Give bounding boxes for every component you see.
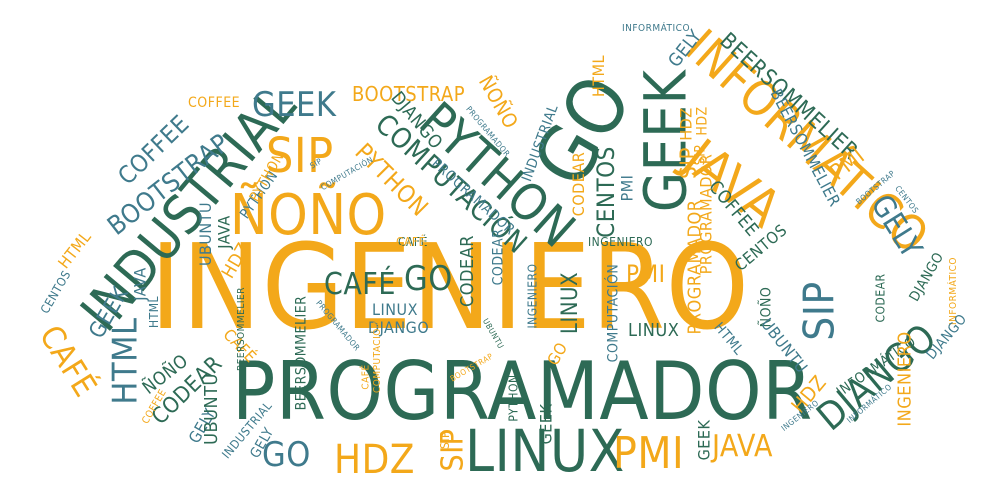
word-geek-big: GEEK [631,69,700,213]
word-sip-small2: SIP [438,430,453,450]
word-codear-small: CODEAR [569,151,589,217]
word-sip-right2: SIP [692,144,709,166]
word-coffee-top: COFFEE [188,95,241,111]
word-geek-bottomright: GEEK [694,419,714,461]
word-bootstrap-top: BOOTSTRAP [352,82,466,106]
word-pmi-small: PMI [617,174,637,202]
word-python-center: PYTHON [506,374,521,422]
word-geek-bottom: GEEK [536,403,556,445]
word-pmi-center: PMI [626,260,666,288]
word-geek-mid: GEEK [252,85,337,125]
word-informatico-top: INFORMÁTICO [622,23,691,34]
word-linux-center3: LINUX [628,320,680,341]
word-django-center: DJANGO [368,318,430,337]
word-html-left2: HTML [147,295,162,329]
word-computacion-center: COMPUTACIÓN [605,263,622,363]
word-codear-center: CODEAR [457,234,479,308]
word-linux-main: LINUX [465,417,625,485]
word-django-right: DJANGO [906,249,948,305]
word-html-left: HTML [54,227,96,273]
word-linux-center: LINUX [372,300,418,319]
word-codear-right: CODEAR [873,273,888,323]
word-sip-big: SIP [266,128,334,184]
word-programador-center2: PROGRAMADOR [696,153,716,275]
word-ubuntu-left2: UBUNTU [200,373,222,445]
word-sip-right: SIP [794,281,844,341]
word-pmi-bottom: PMI [613,428,685,479]
word-cafe-top: CAFÉ [360,364,372,390]
word-java-bottom: JAVA [712,429,773,464]
word-computacion-small2: COMPUTACIÓN [372,320,384,394]
word-programador-main: PROGRAMADOR [232,345,813,438]
word-hdz-small: HDZ [694,106,711,136]
word-beersommelier-left2: BEERSOMMELIER [293,295,310,411]
word-ingeniero-center: INGENIERO [525,263,540,329]
word-hdz-bottom: HDZ [334,437,415,483]
word-codear-center2: CODEAR [490,228,507,286]
word-ingeniero-main: INGENIERO [150,218,750,356]
word-java-left2: JAVA [214,215,234,249]
word-cafe-center: CAFÉ [324,267,396,302]
word-html-top: HTML [589,54,609,98]
word-nono-big: ÑOÑO [230,183,387,248]
word-centos-left: CENTOS [37,267,74,317]
word-beersommelier-left: BEERSOMMELIER [235,287,247,371]
word-ubuntu-left: UBUNTU [196,201,216,267]
word-linux-center2: LINUX [558,271,584,335]
word-centos-small: CENTOS [591,146,620,238]
word-hdz-top: HDZ [676,107,696,141]
word-html-mid: HTML [105,317,146,405]
word-go-bottom: GO [262,435,311,475]
word-go-center: GO [404,259,453,299]
word-cafe-center2: CAFÉ [398,235,428,249]
word-ingeniero-center2: INGENIERO [588,235,654,249]
word-ingeniero-right: INGENIERO [894,331,916,427]
word-cafe-left2: CAFÉ [396,235,426,249]
